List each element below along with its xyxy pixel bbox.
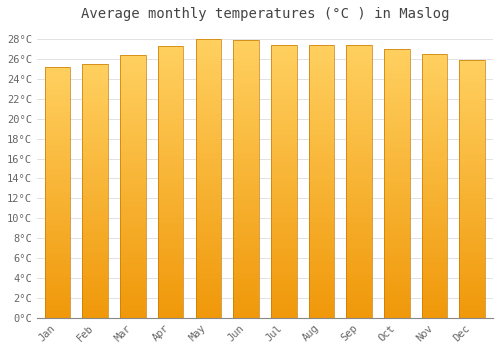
Title: Average monthly temperatures (°C ) in Maslog: Average monthly temperatures (°C ) in Ma… (80, 7, 449, 21)
